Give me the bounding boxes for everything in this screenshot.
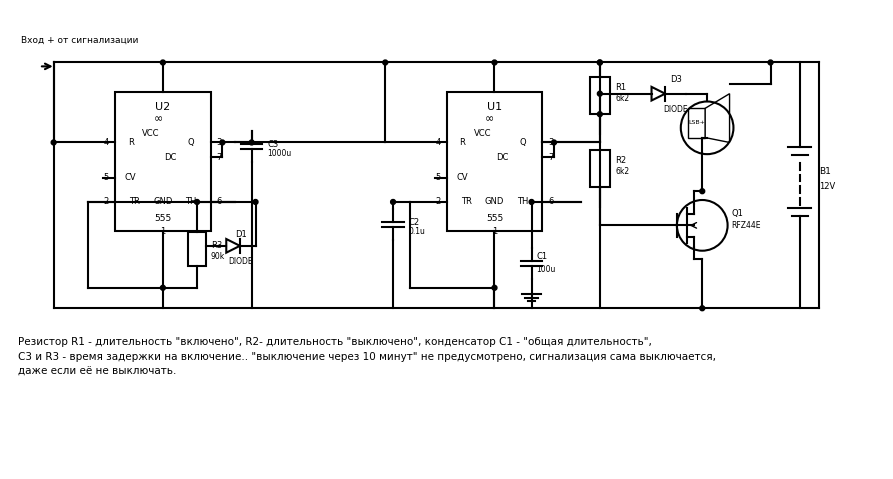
Circle shape (530, 200, 534, 205)
Text: 3: 3 (217, 138, 222, 147)
Text: 90k: 90k (211, 252, 225, 261)
Text: 6: 6 (548, 197, 554, 206)
Circle shape (161, 60, 165, 65)
Text: 4: 4 (104, 138, 109, 147)
Circle shape (700, 306, 705, 311)
Text: ∞: ∞ (154, 114, 163, 124)
Text: Q1: Q1 (731, 209, 743, 218)
Text: R1: R1 (615, 83, 627, 92)
Text: U1: U1 (487, 103, 502, 113)
Bar (446, 92, 542, 231)
Text: R: R (128, 138, 134, 147)
Text: C3 и R3 - время задержки на включение.. "выключение через 10 минут" не предусмот: C3 и R3 - время задержки на включение.. … (18, 352, 715, 362)
Text: 2: 2 (435, 197, 440, 206)
Text: D3: D3 (670, 75, 682, 83)
Circle shape (597, 60, 602, 65)
Text: U2: U2 (155, 103, 171, 113)
Text: GND: GND (154, 197, 172, 206)
Text: TR: TR (461, 197, 472, 206)
Circle shape (253, 200, 258, 205)
Polygon shape (226, 239, 240, 252)
Circle shape (552, 140, 556, 145)
Text: TH: TH (186, 197, 196, 206)
Circle shape (390, 200, 396, 205)
Circle shape (51, 140, 56, 145)
Bar (188, 232, 205, 266)
Text: C3: C3 (267, 140, 279, 149)
Polygon shape (652, 87, 665, 101)
Circle shape (597, 112, 602, 116)
Text: R: R (459, 138, 465, 147)
Text: RFZ44E: RFZ44E (731, 221, 761, 230)
Text: DIODE: DIODE (229, 257, 254, 266)
Text: 3: 3 (548, 138, 554, 147)
Text: GND: GND (485, 197, 505, 206)
Text: 555: 555 (154, 214, 171, 223)
Text: VCC: VCC (474, 129, 491, 138)
Text: TR: TR (129, 197, 140, 206)
Text: ∞: ∞ (485, 114, 494, 124)
Circle shape (700, 189, 705, 194)
Text: B1: B1 (819, 167, 831, 176)
Text: LSB+: LSB+ (688, 120, 705, 125)
Text: R3: R3 (211, 241, 222, 251)
Text: 7: 7 (217, 153, 222, 161)
Circle shape (492, 285, 497, 290)
Text: Q: Q (520, 138, 526, 147)
Circle shape (383, 60, 388, 65)
Text: Вход + от сигнализации: Вход + от сигнализации (21, 35, 138, 45)
Circle shape (195, 200, 199, 205)
Text: DC: DC (164, 153, 177, 161)
Text: 1: 1 (492, 227, 497, 236)
Text: 7: 7 (548, 153, 554, 161)
Polygon shape (705, 94, 730, 142)
Bar (115, 92, 211, 231)
Text: D1: D1 (235, 229, 246, 239)
Circle shape (220, 140, 225, 145)
Text: CV: CV (125, 173, 137, 182)
Text: DIODE: DIODE (663, 105, 689, 114)
Text: 2: 2 (104, 197, 109, 206)
Text: VCC: VCC (142, 129, 160, 138)
Circle shape (597, 91, 602, 96)
Circle shape (597, 60, 602, 65)
Circle shape (768, 60, 773, 65)
Bar (688, 108, 705, 137)
Text: 6: 6 (217, 197, 222, 206)
Text: 12V: 12V (819, 182, 836, 191)
Text: 555: 555 (486, 214, 503, 223)
Text: R2: R2 (615, 157, 627, 165)
Text: даже если её не выключать.: даже если её не выключать. (18, 366, 176, 376)
Text: 0.1u: 0.1u (409, 227, 426, 236)
Text: CV: CV (456, 173, 468, 182)
Bar (590, 77, 610, 114)
Text: 5: 5 (104, 173, 109, 182)
Text: 6k2: 6k2 (615, 94, 630, 103)
Text: Резистор R1 - длительность "включено", R2- длительность "выключено", конденсатор: Резистор R1 - длительность "включено", R… (18, 337, 651, 347)
Circle shape (249, 140, 255, 145)
Text: 5: 5 (435, 173, 440, 182)
Text: DC: DC (497, 153, 508, 161)
Text: C2: C2 (409, 218, 420, 227)
Bar (590, 150, 610, 187)
Text: TH: TH (517, 197, 529, 206)
Circle shape (492, 60, 497, 65)
Text: 1000u: 1000u (267, 148, 291, 158)
Text: C1: C1 (537, 252, 547, 261)
Text: 1: 1 (160, 227, 165, 236)
Text: 4: 4 (435, 138, 440, 147)
Circle shape (161, 285, 165, 290)
Text: Q: Q (188, 138, 195, 147)
Text: 100u: 100u (537, 265, 555, 274)
Text: 6k2: 6k2 (615, 167, 630, 176)
